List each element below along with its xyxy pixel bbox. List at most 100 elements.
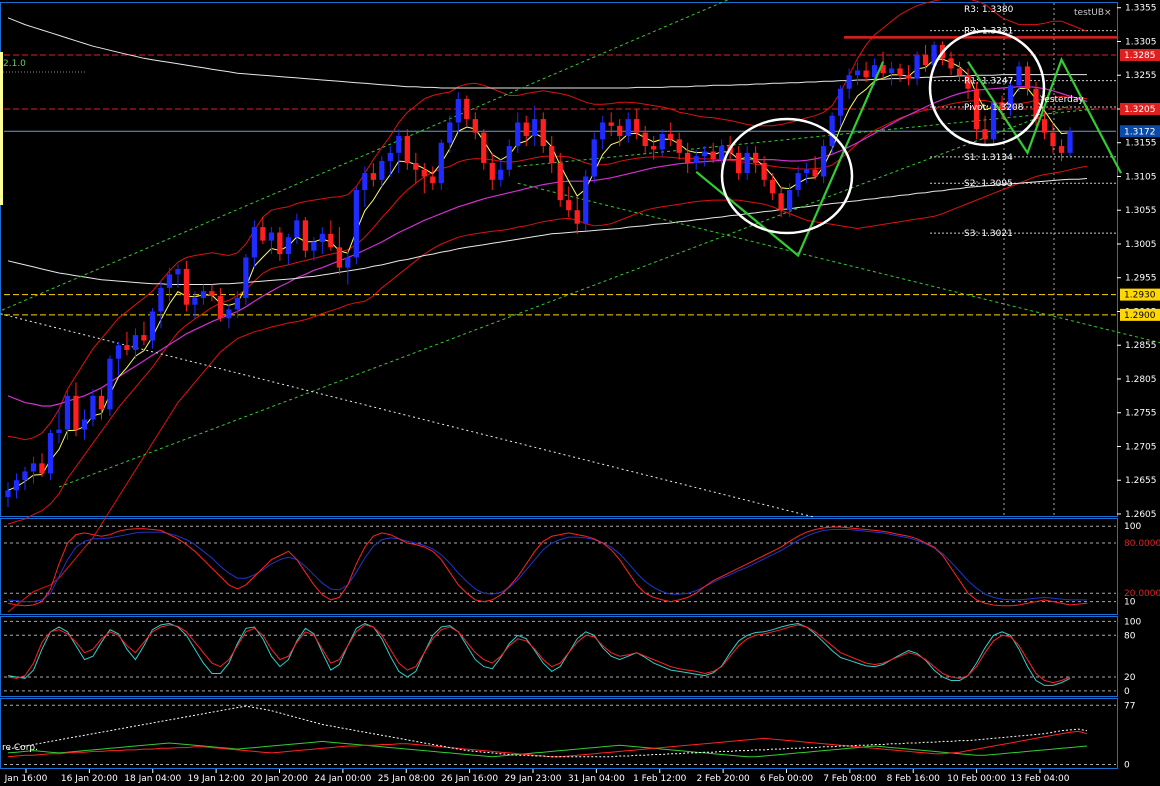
candle	[685, 142, 691, 174]
price-tick-label: 1.2655	[1125, 476, 1157, 486]
candle	[464, 95, 470, 126]
candle-body	[948, 58, 954, 69]
osc1-level-box	[1120, 536, 1160, 549]
candle	[770, 173, 776, 201]
candle-body	[523, 122, 529, 136]
candle-body	[786, 189, 793, 211]
price-axis: 1.3355 1.3305 1.3255 1.3205 1.3155 1.3105 1.30…	[1117, 4, 1160, 520]
candle-body	[192, 297, 198, 305]
candle	[166, 267, 173, 302]
candle	[608, 112, 614, 136]
candle	[421, 162, 427, 194]
candles-layer	[5, 41, 1073, 508]
candle-body	[141, 335, 147, 341]
candle	[73, 382, 79, 437]
candle	[523, 115, 529, 147]
candle	[854, 61, 861, 86]
candle-body	[506, 146, 512, 170]
candle-body	[175, 268, 181, 275]
candle-body	[379, 160, 385, 180]
candle-body	[438, 142, 444, 184]
candle-body	[1050, 132, 1056, 147]
candle	[319, 227, 325, 255]
candle	[90, 389, 96, 427]
time-tick-label: 29 Jan 23:00	[505, 774, 562, 784]
candle-body	[98, 395, 105, 410]
candle-body	[336, 247, 342, 268]
candle	[1050, 122, 1056, 153]
osc1-level-label: 100	[1124, 522, 1141, 532]
candle-body	[617, 125, 623, 136]
candle	[455, 92, 461, 133]
candle	[905, 65, 912, 86]
candle-body	[956, 68, 963, 76]
candle	[132, 328, 139, 359]
candle	[379, 156, 385, 187]
candle	[47, 429, 54, 481]
candle	[268, 227, 275, 255]
candle	[141, 321, 147, 346]
candle	[13, 473, 20, 499]
candle	[1058, 139, 1065, 161]
candle	[22, 466, 28, 491]
candle-body	[982, 129, 988, 140]
candle	[200, 284, 207, 305]
candle	[1016, 61, 1022, 93]
close-icon[interactable]: ×	[1104, 8, 1112, 18]
candle-body	[778, 193, 784, 211]
time-axis: Jan 16:00 16 Jan 20:00 18 Jan 04:00 19 Jan …	[4, 769, 1070, 784]
candle-body	[914, 54, 920, 79]
candle-body	[234, 297, 241, 310]
lower-channel-line	[58, 105, 1071, 488]
osc2-level-label: 100	[1124, 617, 1141, 627]
candle-body	[404, 135, 410, 163]
price-tick-label: 1.3055	[1125, 206, 1157, 216]
candle-body	[515, 122, 521, 147]
osc1-level-label: 80.0000	[1124, 539, 1160, 549]
price-tick-label: 1.2605	[1125, 510, 1157, 520]
candle	[540, 112, 546, 153]
candle	[311, 237, 317, 261]
time-tick-label: 18 Jan 04:00	[124, 774, 181, 784]
time-tick-label: 13 Feb 04:00	[1010, 774, 1069, 784]
candle-body	[209, 291, 215, 296]
candle	[294, 213, 300, 244]
price-marker-box	[1120, 102, 1160, 115]
instrument-label: testUB	[1074, 8, 1104, 18]
time-tick-label: 19 Jan 12:00	[188, 774, 245, 784]
candle	[158, 281, 164, 329]
candle-body	[345, 257, 351, 268]
pattern-zigzag-1	[695, 61, 885, 258]
pivot-annotation: Yesterday	[1039, 95, 1084, 105]
candle	[506, 139, 512, 177]
time-tick-label: 25 Jan 08:00	[378, 774, 435, 784]
candle-body	[464, 98, 470, 120]
candle	[761, 156, 767, 187]
candle-body	[13, 480, 20, 491]
candle-body	[761, 162, 767, 180]
candle-body	[702, 151, 708, 157]
lower-band-line	[7, 165, 1088, 613]
annotations-layer: R3: 1.3380 R2: 1.3321 R1: 1.3247 Pivot: 1.3…	[695, 5, 1122, 258]
price-marker-label: 1.2900	[1124, 311, 1156, 321]
candle	[829, 112, 835, 153]
candle-body	[226, 309, 232, 319]
price-tick-label: 1.2755	[1125, 409, 1157, 419]
candle	[387, 146, 393, 177]
osc3-panel-frame	[0, 698, 1118, 769]
price-marker-label: 1.3172	[1124, 127, 1156, 137]
candle-body	[922, 54, 929, 66]
candle-body	[268, 232, 275, 241]
price-tick-label: 1.3255	[1125, 71, 1157, 81]
candle-body	[260, 227, 266, 241]
circle-annotation-1	[720, 117, 854, 235]
candle	[888, 61, 895, 86]
pivot-label: Pivot: 1.3208	[964, 103, 1024, 113]
candle-body	[149, 311, 156, 341]
candle	[353, 186, 359, 265]
candle	[880, 51, 886, 79]
price-panel-frame	[0, 2, 1118, 517]
candle-body	[600, 122, 606, 140]
